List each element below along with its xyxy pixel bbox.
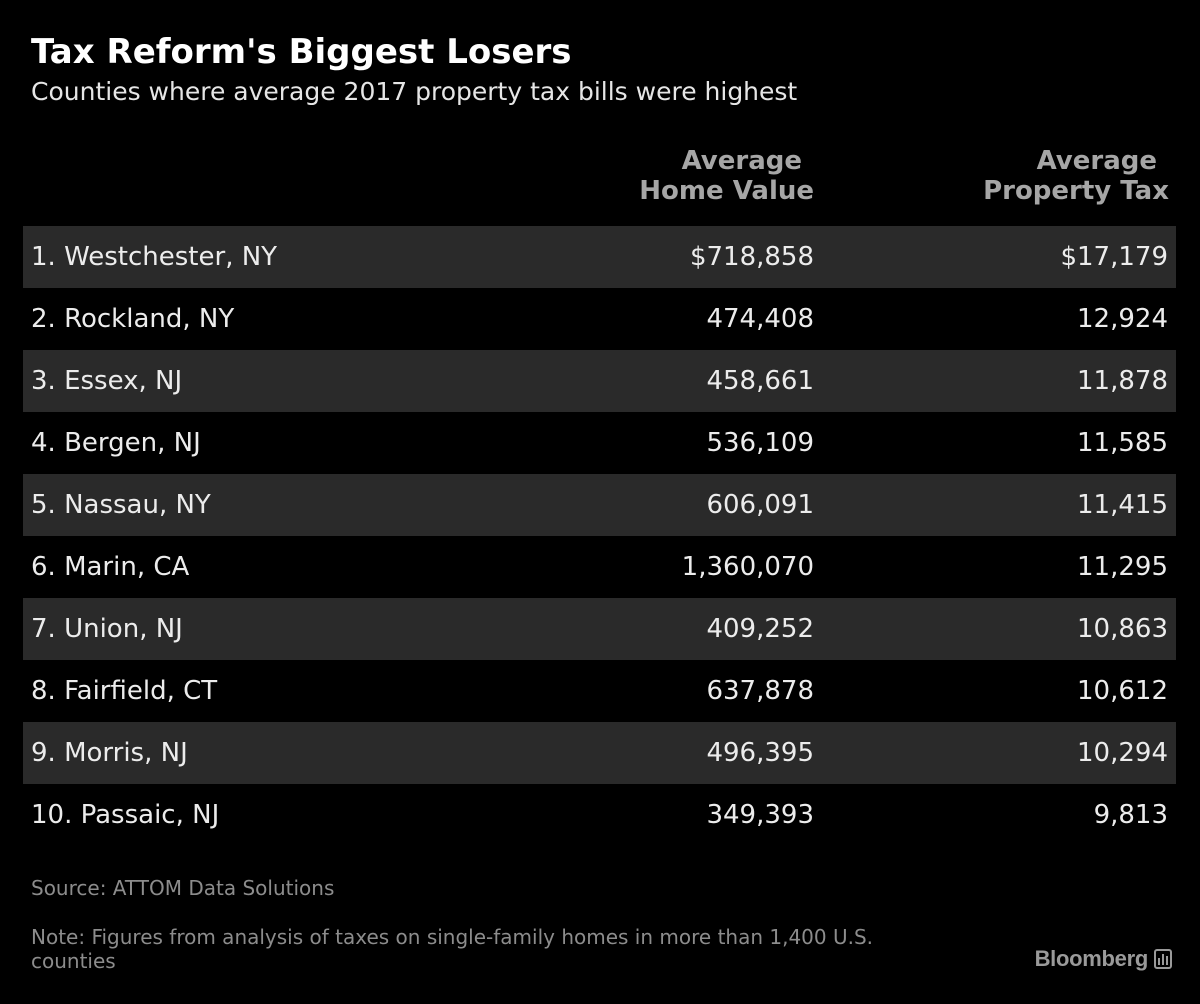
property-tax-cell: 12,924 [1077, 304, 1168, 334]
table-row: 9. Morris, NJ 496,395 10,294 [23, 722, 1176, 784]
column-header-property-tax: Average Property Tax [983, 146, 1169, 206]
county-cell: 2. Rockland, NY [31, 304, 235, 334]
home-value-cell: 536,109 [706, 428, 814, 458]
property-tax-cell: 11,295 [1077, 552, 1168, 582]
county-cell: 3. Essex, NJ [31, 366, 183, 396]
home-value-cell: 496,395 [706, 738, 814, 768]
home-value-cell: 637,878 [706, 676, 814, 706]
chart-subtitle: Counties where average 2017 property tax… [31, 77, 798, 106]
home-value-cell: 349,393 [706, 800, 814, 830]
home-value-cell: 474,408 [706, 304, 814, 334]
property-tax-cell: 11,585 [1077, 428, 1168, 458]
home-value-cell: 458,661 [706, 366, 814, 396]
county-cell: 4. Bergen, NJ [31, 428, 201, 458]
county-cell: 7. Union, NJ [31, 614, 183, 644]
county-cell: 10. Passaic, NJ [31, 800, 220, 830]
county-table: 1. Westchester, NY $718,858 $17,179 2. R… [23, 226, 1176, 846]
table-row: 4. Bergen, NJ 536,109 11,585 [23, 412, 1176, 474]
table-row: 3. Essex, NJ 458,661 11,878 [23, 350, 1176, 412]
table-row: 1. Westchester, NY $718,858 $17,179 [23, 226, 1176, 288]
county-cell: 8. Fairfield, CT [31, 676, 218, 706]
table-row: 6. Marin, CA 1,360,070 11,295 [23, 536, 1176, 598]
table-row: 5. Nassau, NY 606,091 11,415 [23, 474, 1176, 536]
property-tax-cell: 11,415 [1077, 490, 1168, 520]
table-row: 7. Union, NJ 409,252 10,863 [23, 598, 1176, 660]
column-header-home-value-line1: Average [681, 146, 802, 176]
bloomberg-logo: Bloomberg [1035, 944, 1172, 974]
home-value-cell: 409,252 [706, 614, 814, 644]
table-row: 8. Fairfield, CT 637,878 10,612 [23, 660, 1176, 722]
home-value-cell: 606,091 [706, 490, 814, 520]
source-note: Source: ATTOM Data Solutions [31, 876, 335, 900]
home-value-cell: $718,858 [689, 242, 814, 272]
county-cell: 5. Nassau, NY [31, 490, 211, 520]
footnote: Note: Figures from analysis of taxes on … [31, 925, 874, 973]
bloomberg-chart-icon [1154, 949, 1172, 969]
property-tax-cell: 10,294 [1077, 738, 1168, 768]
column-header-property-tax-line1: Average [1036, 146, 1157, 176]
chart-title: Tax Reform's Biggest Losers [31, 32, 572, 72]
column-header-property-tax-line2: Property Tax [983, 176, 1169, 206]
property-tax-cell: 11,878 [1077, 366, 1168, 396]
county-cell: 9. Morris, NJ [31, 738, 188, 768]
table-row: 10. Passaic, NJ 349,393 9,813 [23, 784, 1176, 846]
home-value-cell: 1,360,070 [681, 552, 814, 582]
property-tax-cell: 10,612 [1077, 676, 1168, 706]
column-header-home-value-line2: Home Value [639, 176, 814, 206]
column-header-home-value: Average Home Value [639, 146, 814, 206]
property-tax-cell: 10,863 [1077, 614, 1168, 644]
property-tax-cell: 9,813 [1093, 800, 1168, 830]
county-cell: 6. Marin, CA [31, 552, 190, 582]
table-row: 2. Rockland, NY 474,408 12,924 [23, 288, 1176, 350]
brand-name: Bloomberg [1034, 946, 1149, 971]
property-tax-cell: $17,179 [1060, 242, 1168, 272]
county-cell: 1. Westchester, NY [31, 242, 278, 272]
